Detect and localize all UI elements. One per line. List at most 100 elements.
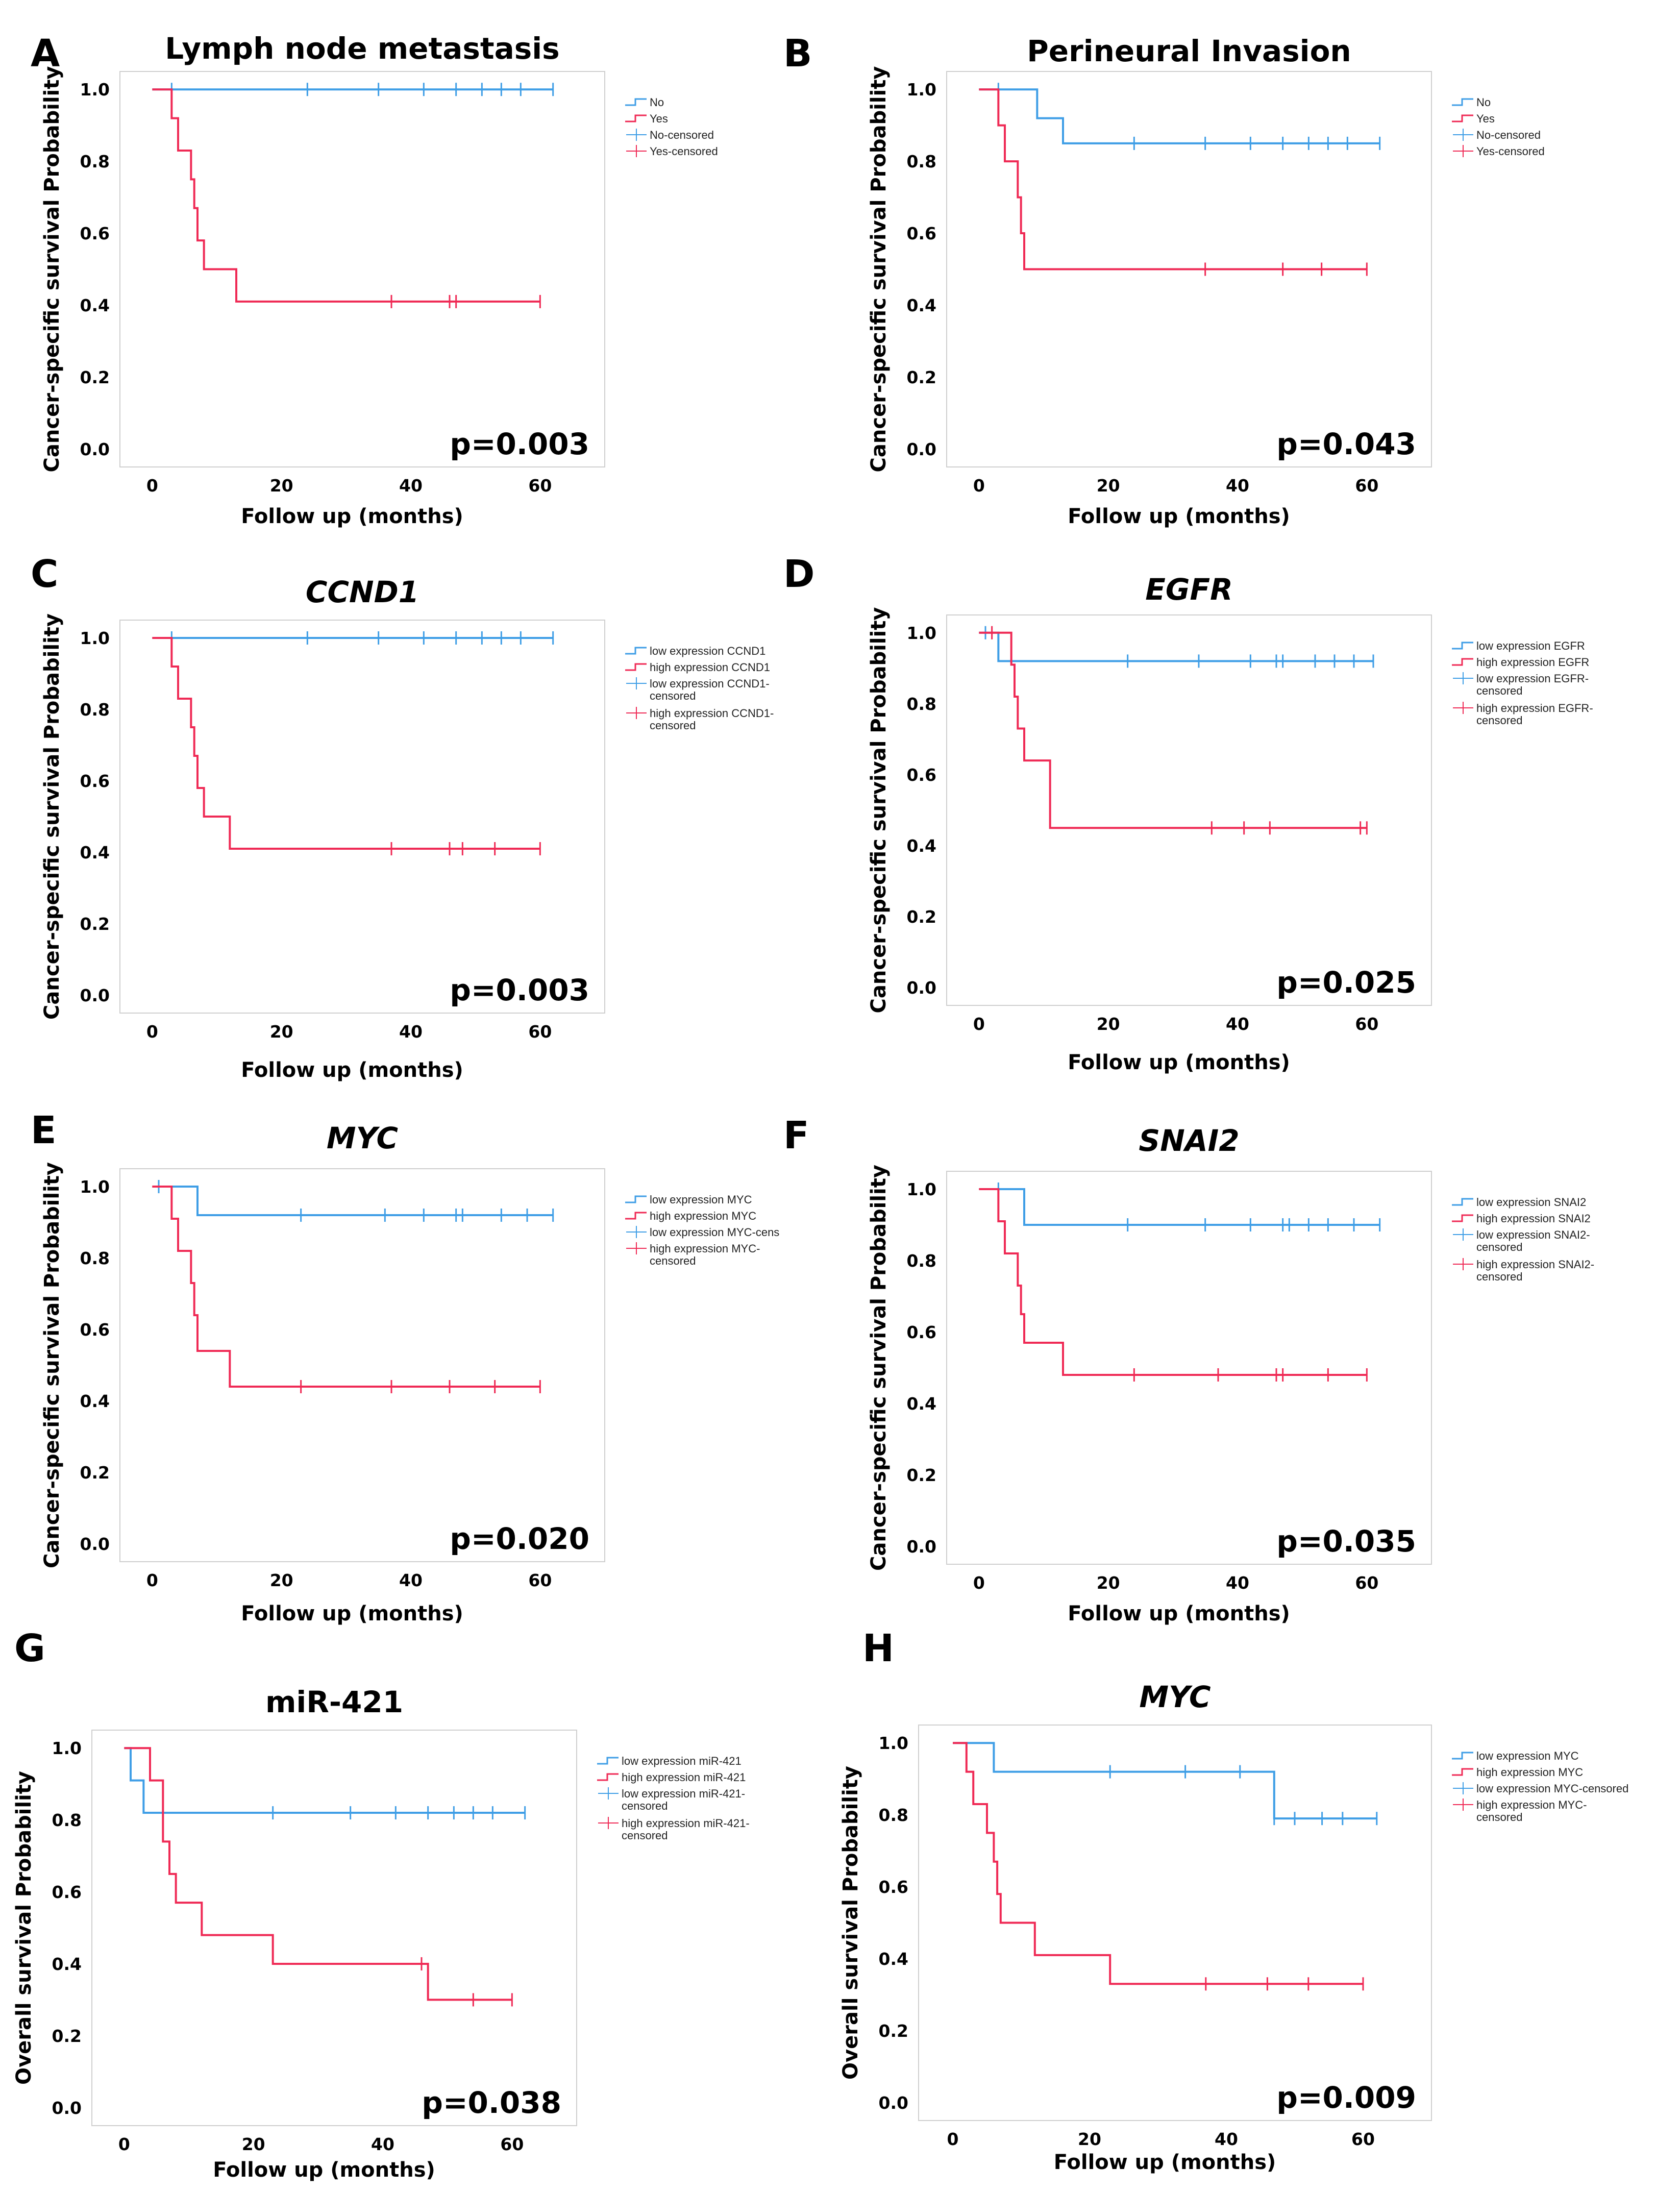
legend-line-icon: [1452, 1768, 1473, 1776]
plot-frame: [119, 620, 605, 1014]
legend-label: high expression MYC-: [650, 1242, 760, 1255]
y-axis-label: Cancer-specific survival Probability: [867, 1165, 891, 1571]
x-axis-label: Follow up (months): [1068, 1051, 1290, 1074]
legend-label: No-censored: [650, 129, 714, 141]
x-tick-label: 60: [500, 2134, 524, 2154]
y-tick-label: 1.0: [907, 623, 936, 643]
chart-title: CCND1: [306, 575, 419, 609]
legend-label: low expression EGFR-: [1476, 672, 1589, 685]
legend-label: censored: [622, 1800, 668, 1812]
legend-line-icon: [1452, 658, 1473, 666]
x-tick-label: 20: [1097, 1014, 1120, 1034]
legend-label: high expression miR-421: [622, 1771, 746, 1784]
legend-label: low expression MYC-censored: [1476, 1782, 1628, 1795]
x-tick-label: 0: [973, 476, 985, 496]
y-tick-label: 1.0: [879, 1733, 908, 1753]
x-tick-label: 40: [1215, 2129, 1238, 2149]
plot-frame: [119, 1168, 605, 1562]
panel-letter: F: [783, 1114, 809, 1157]
y-axis-label: Cancer-specific survival Probability: [867, 66, 891, 473]
y-tick-label: 0.4: [907, 1394, 936, 1414]
km-curve-high: [979, 1188, 1367, 1376]
x-tick-label: 20: [270, 1570, 293, 1590]
x-tick-label: 40: [1226, 476, 1249, 496]
x-axis-label: Follow up (months): [1054, 2151, 1276, 2174]
chart-panel-f: F SNAI2 0.0 0.2 0.4 0.6 0.8 1.0 0 20 40 60 Cancer-sp…: [783, 1114, 1594, 1625]
y-tick-label: 0.0: [879, 2093, 908, 2113]
y-tick-label: 0.0: [80, 1534, 110, 1554]
legend-label: Yes: [1476, 112, 1495, 125]
y-axis-label: Overall survival Probability: [12, 1771, 36, 2085]
chart-title: MYC: [327, 1121, 398, 1155]
plot-frame: [119, 71, 605, 467]
y-tick-label: 0.6: [907, 765, 936, 785]
y-tick-label: 0.4: [52, 1954, 82, 1974]
x-tick-label: 20: [270, 476, 293, 496]
chart-panel-b: B Perineural Invasion 0.0 0.2 0.4 0.6 0.8 1.0 0 2…: [783, 32, 1545, 528]
y-tick-label: 0.6: [907, 224, 936, 243]
legend-label: censored: [650, 719, 696, 732]
legend-line-icon: [625, 1195, 647, 1203]
legend-line-icon: [1452, 1214, 1473, 1222]
panel-letter: C: [31, 552, 58, 596]
y-tick-label: 0.6: [52, 1882, 82, 1902]
legend-label: Yes: [650, 112, 668, 125]
x-tick-label: 0: [947, 2129, 959, 2149]
p-value: p=0.009: [1276, 2080, 1416, 2115]
chart-panel-d: D EGFR 0.0 0.2 0.4 0.6 0.8 1.0 0 20 40 60 Cancer-spe…: [783, 552, 1593, 1074]
panel-letter: B: [783, 32, 812, 76]
y-tick-label: 0.0: [907, 978, 936, 998]
p-value: p=0.003: [450, 427, 589, 461]
y-tick-label: 1.0: [80, 1177, 110, 1197]
x-tick-label: 0: [146, 1022, 158, 1042]
y-tick-label: 1.0: [907, 1179, 936, 1199]
x-tick-label: 60: [1355, 1573, 1378, 1593]
x-tick-label: 40: [399, 1022, 423, 1042]
y-axis-label: Cancer-specific survival Probability: [40, 613, 64, 1020]
chart-panel-e: E MYC 0.0 0.2 0.4 0.6 0.8 1.0 0 20 40 60 Cancer-spec…: [31, 1108, 779, 1625]
km-curve-high: [124, 1747, 512, 2001]
legend-label: low expression MYC: [650, 1193, 752, 1206]
x-tick-label: 40: [399, 1570, 423, 1590]
km-curve-low: [124, 1747, 525, 1814]
chart-title: Perineural Invasion: [1027, 34, 1351, 68]
legend: low expression SNAI2 high expression SNAI…: [1452, 1196, 1594, 1283]
y-tick-label: 1.0: [80, 628, 110, 648]
legend-label: low expression SNAI2-: [1476, 1228, 1590, 1241]
x-tick-label: 40: [1226, 1014, 1249, 1034]
y-tick-label: 1.0: [52, 1738, 82, 1758]
km-curve-high: [152, 637, 540, 850]
y-tick-label: 0.2: [879, 2021, 908, 2041]
chart-title: SNAI2: [1139, 1123, 1239, 1158]
y-tick-label: 0.8: [52, 1810, 82, 1830]
y-tick-label: 1.0: [907, 80, 936, 100]
y-tick-label: 0.8: [80, 1248, 110, 1268]
x-tick-label: 40: [1226, 1573, 1249, 1593]
plot-frame: [946, 1171, 1432, 1565]
km-curve-high: [979, 631, 1367, 829]
km-curve-high: [152, 88, 540, 303]
y-tick-label: 0.8: [80, 152, 110, 171]
p-value: p=0.043: [1276, 427, 1416, 461]
legend-label: high expression MYC: [650, 1210, 756, 1222]
panel-letter: A: [31, 32, 60, 76]
panel-letter: G: [14, 1627, 45, 1670]
legend-label: high expression SNAI2-: [1476, 1258, 1594, 1271]
legend-label: censored: [1476, 714, 1523, 727]
y-tick-label: 0.4: [80, 1391, 110, 1411]
panel-letter: D: [783, 552, 814, 596]
legend-line-icon: [625, 98, 647, 106]
y-tick-label: 0.0: [80, 985, 110, 1005]
y-tick-label: 0.2: [907, 907, 936, 927]
y-tick-label: 0.8: [879, 1805, 908, 1825]
legend-label: high expression CCND1-: [650, 707, 774, 720]
legend-line-icon: [1452, 642, 1473, 650]
panel-letter: E: [31, 1108, 57, 1152]
legend: low expression miR-421 high expression mi…: [597, 1755, 750, 1842]
x-tick-label: 60: [1351, 2129, 1375, 2149]
chart-title: Lymph node metastasis: [165, 31, 559, 66]
km-curve-high: [152, 1186, 540, 1388]
p-value: p=0.025: [1276, 965, 1416, 1000]
y-tick-label: 0.4: [907, 836, 936, 856]
